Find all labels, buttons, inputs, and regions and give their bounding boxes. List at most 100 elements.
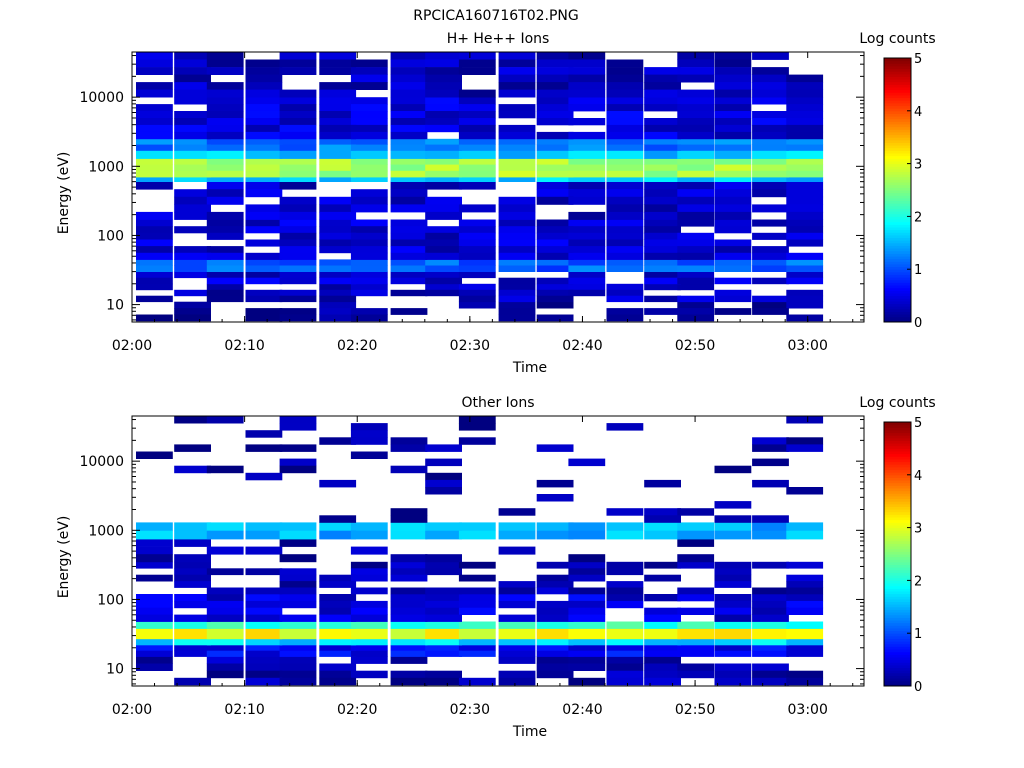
heatmap-cell [458, 232, 496, 240]
heatmap-cell [606, 650, 644, 657]
heatmap-cell [536, 494, 574, 502]
colorbar-segment [884, 253, 911, 257]
heatmap-cell [279, 465, 317, 474]
heatmap-cell [606, 314, 644, 322]
heatmap-cell [644, 663, 681, 671]
heatmap-cell [568, 522, 606, 532]
heatmap-cell [752, 164, 789, 172]
heatmap-cell [425, 150, 462, 159]
heatmap-cell [606, 138, 644, 145]
heatmap-cell [458, 283, 496, 291]
heatmap-cell [245, 82, 283, 90]
colorbar-segment [884, 548, 911, 552]
heatmap-cell [498, 600, 536, 609]
heatmap-cell [536, 196, 574, 205]
colorbar-segment [884, 672, 911, 676]
heatmap-cell [136, 131, 173, 140]
colorbar-segment [884, 651, 911, 655]
y-axis-label: Energy (eV) [56, 516, 72, 599]
heatmap-cell [350, 265, 388, 272]
heatmap-cell [714, 138, 752, 145]
heatmap-cell [350, 628, 388, 640]
heatmap-cell [714, 581, 752, 588]
heatmap-cell [279, 239, 317, 247]
heatmap-cell [319, 232, 357, 240]
heatmap-cell [536, 252, 574, 260]
heatmap-cell [714, 259, 752, 266]
heatmap-cell [350, 138, 388, 145]
heatmap-cell [319, 138, 357, 145]
colorbar-segment [884, 287, 911, 291]
heatmap-cell [536, 118, 574, 126]
heatmap-cell [458, 158, 496, 165]
heatmap-cell [644, 515, 681, 523]
heatmap-cell [350, 239, 388, 247]
colorbar-segment [884, 456, 911, 460]
heatmap-cell [752, 170, 789, 178]
colorbar-segment [884, 561, 911, 566]
heatmap-cell [319, 295, 357, 303]
colorbar-tick-label: 1 [914, 263, 922, 278]
heatmap-cell [644, 246, 681, 254]
heatmap-cell [279, 164, 317, 172]
colorbar-segment [884, 158, 911, 162]
heatmap-cell [319, 158, 357, 165]
heatmap-cell [786, 628, 824, 640]
heatmap-cell [786, 219, 824, 227]
heatmap-cell [644, 530, 681, 540]
heatmap-cell [319, 594, 357, 602]
heatmap-cell [279, 118, 317, 126]
heatmap-cell [350, 104, 388, 112]
heatmap-cell [245, 314, 283, 322]
heatmap-cell [714, 561, 752, 569]
heatmap-cell [786, 170, 824, 178]
colorbar-label: Log counts [859, 395, 935, 411]
heatmap-cell [279, 170, 317, 178]
heatmap-cell [752, 138, 789, 145]
heatmap-cell [390, 118, 428, 126]
heatmap-cell [677, 150, 715, 159]
heatmap-cell [536, 170, 574, 178]
heatmap-cell [536, 561, 574, 569]
heatmap-cell [319, 301, 357, 309]
heatmap-cell [136, 158, 173, 165]
heatmap-cell [390, 52, 428, 60]
heatmap-cell [752, 82, 789, 90]
heatmap-cell [206, 111, 244, 119]
colorbar-segment [884, 667, 911, 671]
heatmap-cell [458, 271, 496, 279]
heatmap-cell [174, 52, 211, 60]
heatmap-cell [245, 663, 283, 671]
heatmap-cell [714, 82, 752, 90]
heatmap-cell [458, 150, 496, 159]
heatmap-cell [498, 104, 536, 112]
colorbar-segment [884, 285, 911, 289]
heatmap-cell [206, 289, 244, 297]
heatmap-cell [644, 138, 681, 145]
colorbar-segment [884, 195, 911, 199]
heatmap-cell [568, 138, 606, 145]
heatmap-cell [136, 259, 173, 266]
colorbar-segment [884, 234, 911, 239]
heatmap-cell [245, 621, 283, 629]
heatmap-cell [174, 59, 211, 68]
panel-title: H+ He++ Ions [447, 31, 550, 47]
heatmap-cell [390, 144, 428, 151]
heatmap-cell [606, 59, 644, 68]
heatmap-cell [752, 246, 789, 254]
heatmap-cell [350, 289, 388, 297]
heatmap-cell [390, 124, 428, 133]
heatmap-cell [498, 614, 536, 622]
heatmap-cell [568, 568, 606, 576]
heatmap-cell [390, 530, 428, 540]
heatmap-cell [350, 271, 388, 279]
heatmap-cell [136, 138, 173, 145]
heatmap-cell [425, 530, 462, 540]
heatmap-cell [644, 607, 681, 615]
heatmap-cell [752, 219, 789, 227]
heatmap-cell [174, 74, 211, 83]
heatmap-cell [458, 204, 496, 213]
heatmap-cell [458, 118, 496, 126]
heatmap-cell [319, 150, 357, 159]
heatmap-cell [319, 124, 357, 133]
